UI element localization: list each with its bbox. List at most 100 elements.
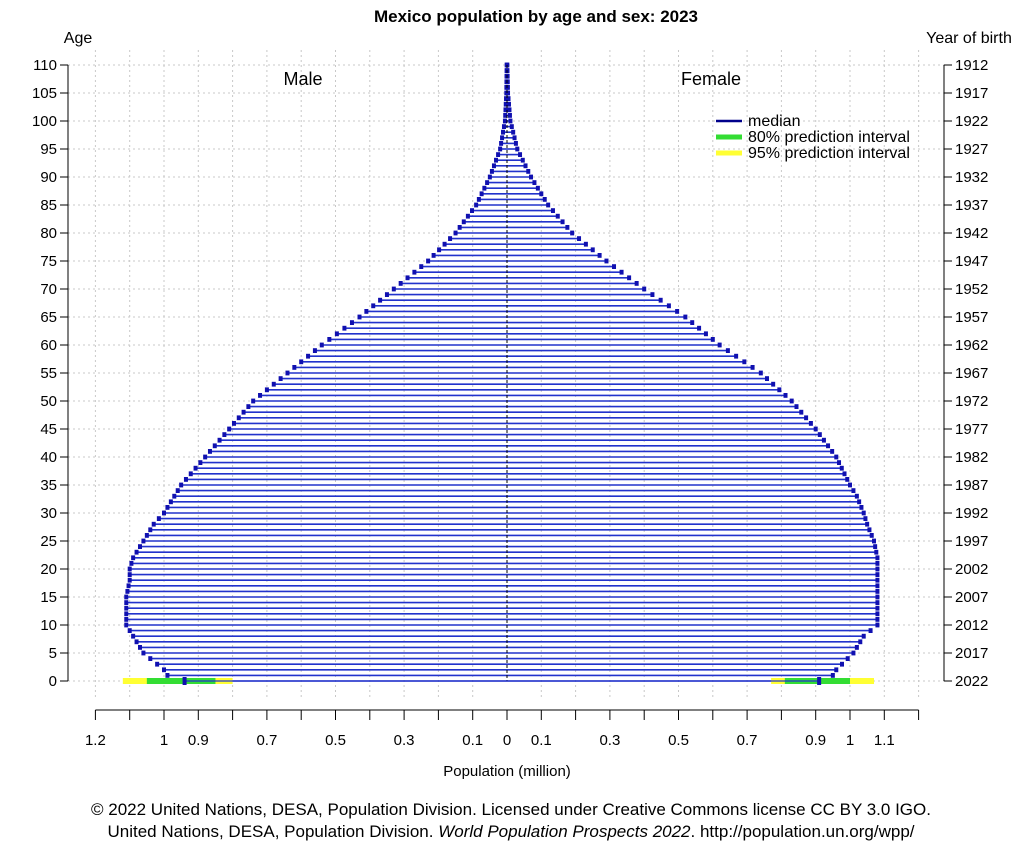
median-marker-female-age-32 bbox=[857, 499, 862, 505]
y-left-tick-label: 15 bbox=[40, 589, 57, 606]
median-marker-male-age-9 bbox=[127, 628, 132, 633]
median-marker-male-age-72 bbox=[405, 275, 410, 281]
x-tick-label: 1.1 bbox=[874, 732, 895, 749]
median-marker-male-age-32 bbox=[168, 499, 173, 505]
y-left-tick-label: 90 bbox=[40, 169, 57, 186]
footer-citation-prefix: United Nations, DESA, Population Divisio… bbox=[107, 822, 434, 841]
y-right-tick-label: 1967 bbox=[955, 365, 988, 382]
median-marker-male-age-90 bbox=[487, 174, 492, 180]
median-marker-female-age-35 bbox=[848, 482, 852, 488]
median-marker-male-age-15 bbox=[124, 594, 129, 600]
median-marker-female-age-88 bbox=[535, 185, 540, 191]
median-marker-female-age-75 bbox=[604, 258, 609, 264]
median-marker-male-age-87 bbox=[479, 191, 484, 197]
median-marker-male-age-55 bbox=[285, 370, 290, 376]
median-marker-female-age-92 bbox=[523, 163, 528, 169]
median-marker-female-age-67 bbox=[666, 303, 671, 309]
median-marker-male-age-47 bbox=[236, 415, 241, 421]
median-marker-female-age-73 bbox=[619, 269, 624, 275]
median-marker-female-age-55 bbox=[758, 370, 763, 376]
median-marker-male-age-71 bbox=[398, 281, 403, 286]
median-marker-female-age-84 bbox=[550, 208, 555, 213]
median-marker-male-age-79 bbox=[448, 236, 453, 241]
y-left-tick-label: 5 bbox=[49, 645, 57, 662]
median-marker-male-age-28 bbox=[151, 521, 156, 527]
median-marker-male-age-97 bbox=[500, 135, 505, 141]
y-right-tick-label: 1952 bbox=[955, 281, 988, 298]
y-right-tick-label: 1987 bbox=[955, 477, 988, 494]
median-marker-female-age-53 bbox=[771, 381, 776, 387]
median-marker-male-age-46 bbox=[231, 421, 236, 426]
median-marker-male-age-57 bbox=[299, 359, 304, 365]
median-marker-male-age-95 bbox=[498, 146, 503, 152]
y-right-tick-label: 2017 bbox=[955, 645, 988, 662]
y-right-tick-label: 1942 bbox=[955, 225, 988, 242]
median-marker-male-age-16 bbox=[125, 589, 130, 594]
median-marker-female-age-20 bbox=[875, 566, 880, 572]
median-marker-female-age-48 bbox=[799, 409, 804, 415]
median-marker-female-age-60 bbox=[717, 342, 722, 348]
median-marker-male-age-75 bbox=[426, 258, 431, 264]
median-marker-female-age-85 bbox=[546, 202, 551, 208]
y-left-tick-label: 85 bbox=[40, 197, 57, 214]
median-marker-female-age-10 bbox=[875, 622, 880, 628]
median-marker-female-age-25 bbox=[872, 538, 877, 544]
median-marker-female-age-31 bbox=[859, 505, 864, 510]
median-marker-female-age-81 bbox=[565, 225, 570, 230]
median-marker-male-age-102 bbox=[503, 107, 508, 113]
y-right-tick-label: 1927 bbox=[955, 141, 988, 158]
population-pyramid-chart: 0510152025303540455055606570758085909510… bbox=[32, 7, 1012, 780]
median-marker-female-age-18 bbox=[875, 577, 880, 583]
median-marker-male-age-58 bbox=[306, 353, 311, 359]
median-marker-female-age-37 bbox=[842, 471, 847, 477]
y-right-tick-label: 1917 bbox=[955, 85, 988, 102]
median-marker-female-age-91 bbox=[526, 169, 531, 174]
x-tick-label: 0.5 bbox=[668, 732, 689, 749]
median-marker-female-age-9 bbox=[868, 628, 873, 633]
male-label: Male bbox=[283, 69, 322, 89]
y-left-tick-label: 25 bbox=[40, 533, 57, 550]
y-left-tick-label: 55 bbox=[40, 365, 57, 382]
median-marker-male-age-41 bbox=[207, 449, 212, 454]
y-right-tick-label: 1922 bbox=[955, 113, 988, 130]
median-marker-female-age-43 bbox=[821, 437, 826, 443]
median-marker-female-age-61 bbox=[710, 337, 715, 342]
median-marker-male-age-91 bbox=[489, 169, 494, 174]
median-marker-female-age-4 bbox=[845, 656, 850, 661]
median-marker-female-age-105 bbox=[506, 90, 511, 96]
median-marker-male-age-2 bbox=[162, 667, 166, 673]
median-marker-female-age-80 bbox=[570, 230, 575, 236]
median-marker-male-age-42 bbox=[212, 443, 217, 449]
y-right-tick-label: 1962 bbox=[955, 337, 988, 354]
median-marker-male-age-13 bbox=[124, 605, 129, 611]
median-marker-male-age-56 bbox=[292, 365, 297, 370]
median-marker-male-age-43 bbox=[217, 437, 222, 443]
median-marker-female-age-98 bbox=[511, 129, 516, 135]
median-marker-female-age-19 bbox=[875, 572, 880, 577]
median-marker-female-age-27 bbox=[867, 527, 872, 533]
median-marker-female-age-45 bbox=[813, 426, 818, 432]
median-marker-male-age-62 bbox=[334, 331, 339, 337]
median-marker-female-age-83 bbox=[555, 213, 560, 219]
y-left-tick-label: 45 bbox=[40, 421, 57, 438]
median-marker-male-age-18 bbox=[127, 577, 132, 583]
median-marker-male-age-24 bbox=[137, 544, 142, 549]
median-marker-female-age-22 bbox=[875, 555, 880, 561]
median-marker-male-age-64 bbox=[349, 320, 354, 325]
median-marker-female-age-1 bbox=[830, 673, 835, 678]
median-marker-female-age-24 bbox=[873, 544, 878, 549]
median-marker-female-age-99 bbox=[509, 124, 514, 129]
median-marker-female-age-11 bbox=[875, 617, 880, 622]
x-axis-label: Population (million) bbox=[443, 763, 571, 780]
median-marker-male-age-14 bbox=[124, 600, 129, 605]
median-marker-female-age-50 bbox=[789, 398, 794, 404]
median-marker-male-age-33 bbox=[172, 493, 177, 499]
median-marker-female-age-59 bbox=[725, 348, 730, 353]
median-marker-female-age-76 bbox=[597, 253, 602, 258]
median-marker-male-age-92 bbox=[491, 163, 496, 169]
median-marker-male-age-39 bbox=[198, 460, 203, 465]
median-marker-female-age-71 bbox=[634, 281, 639, 286]
y-left-tick-label: 95 bbox=[40, 141, 57, 158]
median-marker-male-age-10 bbox=[124, 622, 129, 628]
